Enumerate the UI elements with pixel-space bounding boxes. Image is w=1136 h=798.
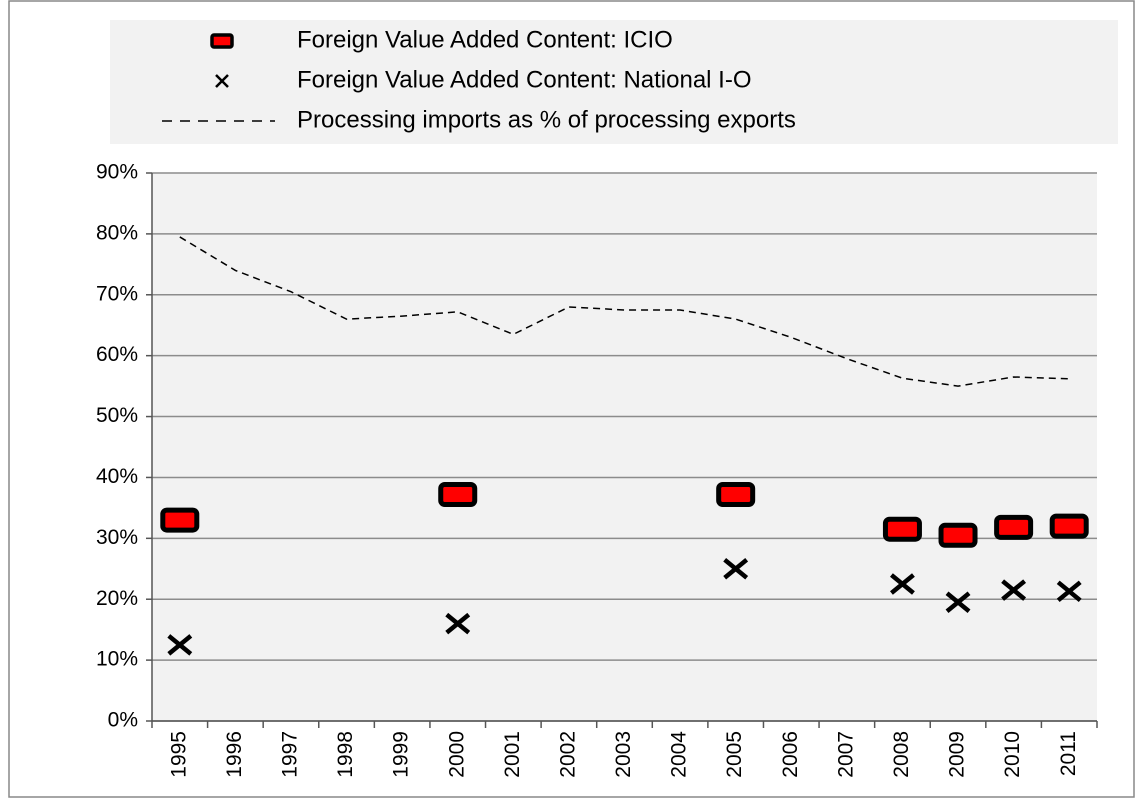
cross-marker [1056,580,1082,603]
legend-label: Processing imports as % of processing ex… [297,106,796,133]
square-marker [160,507,200,533]
y-tick-label: 20% [96,587,138,610]
x-tick-label: 1996 [223,731,246,778]
x-tick-label: 2010 [1001,731,1024,778]
y-tick-label: 0% [108,709,138,732]
y-tick-label: 70% [96,282,138,305]
y-tick-label: 50% [96,404,138,427]
x-tick-label: 1999 [390,731,413,778]
y-tick-label: 10% [96,648,138,671]
plot-area [152,173,1097,721]
line-series [179,236,1070,387]
x-tick-label: 2011 [1057,731,1080,776]
square-marker [716,481,756,507]
x-tick-label: 2001 [501,731,524,778]
x-tick-label: 2009 [946,731,969,778]
y-tick-label: 80% [96,221,138,244]
legend-key [215,74,229,88]
x-tick-label: 2008 [890,731,913,778]
y-tick-label: 40% [96,465,138,488]
x-tick-label: 2000 [445,731,468,778]
cross-marker [445,612,471,635]
square-marker [938,522,978,548]
cross-marker [1001,579,1027,601]
square-marker [882,516,922,542]
square-marker [438,481,478,507]
legend-label: Foreign Value Added Content: ICIO [297,26,673,53]
cross-marker [945,591,971,614]
x-tick-label: 1998 [334,731,357,778]
square-marker [994,514,1034,540]
x-tick-label: 2003 [612,731,635,778]
x-tick-label: 1995 [167,731,190,778]
x-tick-label: 2006 [779,731,802,778]
legend-label: Foreign Value Added Content: National I-… [297,66,752,93]
x-tick-label: 1997 [279,731,302,778]
y-tick-label: 90% [96,161,138,184]
legend-box [110,20,1118,144]
x-tick-label: 2002 [556,731,579,778]
square-marker [1049,513,1089,539]
y-tick-label: 30% [96,526,138,549]
cross-marker [890,573,915,595]
legend-key [210,33,234,49]
y-tick-label: 60% [96,343,138,366]
x-tick-label: 2004 [668,731,691,778]
x-tick-label: 2007 [834,731,857,778]
x-tick-label: 2005 [723,731,746,778]
cross-marker [167,634,193,656]
cross-marker [723,558,749,580]
